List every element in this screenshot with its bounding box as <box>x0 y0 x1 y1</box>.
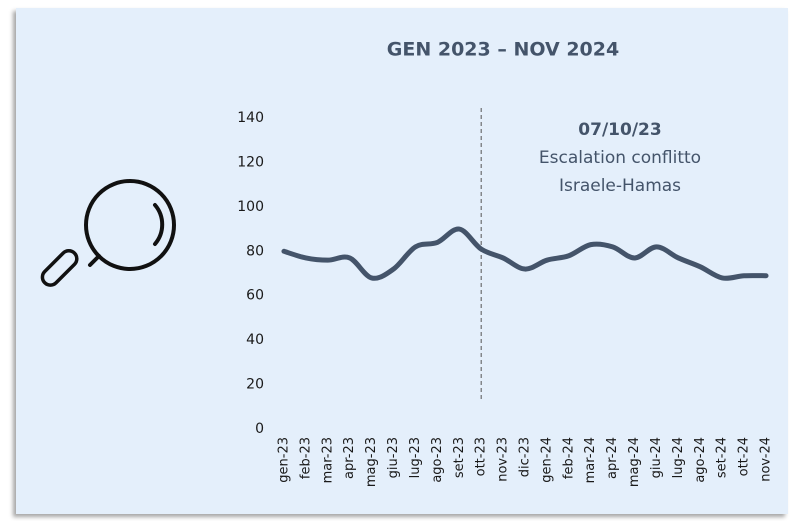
annotation-text: Israele-Hamas <box>559 176 681 196</box>
x-tick-label: gen-23 <box>276 437 291 483</box>
x-tick-label: nov-23 <box>496 437 511 482</box>
x-tick-label: dic-23 <box>518 437 533 477</box>
x-tick-label: set-24 <box>715 437 730 478</box>
x-tick-label: gen-24 <box>539 437 554 483</box>
x-tick-label: mag-23 <box>364 437 379 487</box>
x-tick-label: lug-24 <box>671 437 686 478</box>
x-tick-label: ott-23 <box>474 437 489 476</box>
line <box>281 226 769 281</box>
y-tick-label: 120 <box>237 154 264 170</box>
magnifier-icon <box>40 179 176 287</box>
y-tick-label: 20 <box>246 377 264 393</box>
x-tick-label: ago-24 <box>693 437 708 483</box>
x-tick-label: nov-24 <box>759 437 774 482</box>
y-tick-label: 140 <box>237 110 264 126</box>
x-tick-label: apr-23 <box>342 437 357 479</box>
x-tick-label: feb-24 <box>561 437 576 479</box>
x-tick-label: mar-23 <box>320 437 335 483</box>
chart-title: GEN 2023 – NOV 2024 <box>387 39 619 61</box>
x-tick-label: set-23 <box>452 437 467 478</box>
x-tick-label: feb-23 <box>298 437 313 479</box>
y-tick-label: 0 <box>255 421 264 437</box>
x-tick-label: mag-24 <box>627 437 642 487</box>
y-tick-label: 100 <box>237 199 264 215</box>
x-tick-label: giu-23 <box>386 437 401 478</box>
x-tick-label: ago-23 <box>430 437 445 483</box>
x-tick-label: giu-24 <box>649 437 664 478</box>
y-tick-label: 40 <box>246 332 264 348</box>
x-tick-label: ott-24 <box>737 437 752 476</box>
annotation-text: Escalation conflitto <box>539 148 701 168</box>
x-tick-label: mar-24 <box>583 437 598 483</box>
annotation-text: 07/10/23 <box>578 120 661 140</box>
x-tick-label: lug-23 <box>408 437 423 478</box>
x-tick-label: apr-24 <box>605 437 620 479</box>
y-tick-label: 60 <box>246 288 264 304</box>
y-tick-label: 80 <box>246 243 264 259</box>
